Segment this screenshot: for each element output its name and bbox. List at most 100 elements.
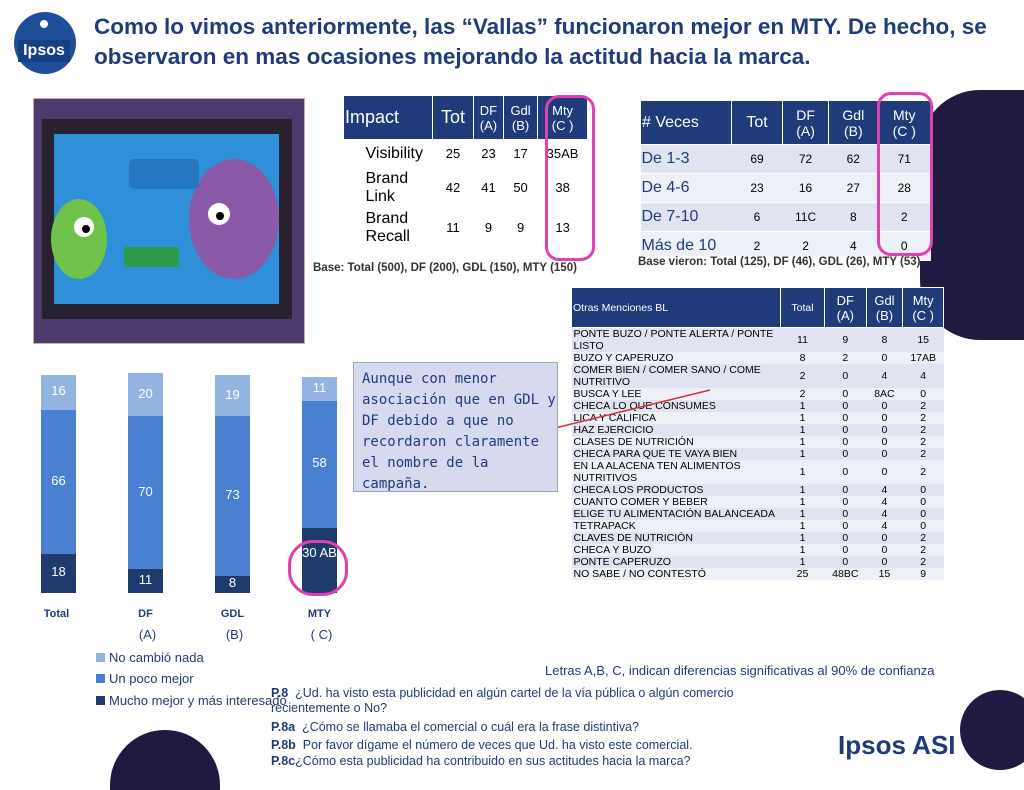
otras-cell: 1 (799, 532, 806, 544)
billboard-photo (33, 98, 305, 344)
x-axis-label: Total (43, 608, 70, 620)
deco-circle-bottom-right (960, 690, 1024, 770)
page-title: Como lo vimos anteriormente, las “Vallas… (94, 14, 987, 69)
bar-segment (215, 416, 250, 576)
logo-text: Ipsos (18, 40, 70, 62)
bar-value-label: 73 (225, 486, 240, 502)
otras-cell: 0 (881, 544, 888, 556)
otras-row-label: EN LA ALACENA TEN ALIMENTOS NUTRITIVOS (573, 460, 741, 484)
otras-cell: 4 (881, 370, 888, 382)
otras-row-label: PONTE BUZO / PONTE ALERTA / PONTE LISTO (573, 328, 774, 352)
otras-row: PONTE BUZO / PONTE ALERTA / PONTE LISTO 1… (571, 327, 944, 352)
veces-cell: 11C (782, 202, 829, 232)
impact-cell: 17 (513, 146, 528, 162)
veces-cell: 23 (731, 173, 783, 203)
otras-row-label: CUANTO COMER Y BEBER (573, 496, 708, 508)
veces-row-label: De 4-6 (640, 173, 732, 203)
otras-menciones-table: Otras Menciones BL Total DF (A) Gdl (B) … (571, 287, 944, 580)
impact-cell: 23 (481, 146, 496, 162)
otras-cell: 8 (881, 334, 888, 346)
otras-cell: 2 (920, 412, 927, 424)
otras-cell: 0 (842, 496, 849, 508)
otras-row-label: CHECA LOS PRODUCTOS (573, 484, 704, 496)
otras-cell: 2 (920, 544, 927, 556)
question-p8b: P.8b Por favor dígame el número de veces… (271, 738, 693, 752)
veces-cell: 28 (878, 173, 931, 203)
impact-cell: 35AB (546, 146, 579, 162)
otras-cell: 1 (799, 412, 806, 424)
legend-label-mucho-mejor: Mucho mejor y más interesado (109, 693, 287, 708)
otras-cell: 2 (842, 352, 849, 364)
otras-cell: 0 (842, 400, 849, 412)
bar-segment (302, 401, 337, 528)
veces-header-mty: Mty (C ) (877, 100, 932, 145)
otras-cell: 4 (881, 496, 888, 508)
impact-header-df: DF (A) (473, 95, 504, 140)
veces-header-tot: Tot (731, 100, 783, 145)
otras-row-label: BUSCA Y LEE (573, 388, 642, 400)
callout-note: Aunque con menor asociación que en GDL y… (353, 362, 558, 492)
otras-header-label: Otras Menciones BL (571, 287, 781, 328)
otras-cell: 0 (881, 532, 888, 544)
otras-row-label: CLASES DE NUTRICIÓN (573, 436, 694, 448)
impact-row-label: Brand Link (365, 169, 409, 205)
impact-cell: 11 (446, 220, 460, 235)
otras-cell: 17AB (910, 352, 936, 364)
veces-row-label: De 7-10 (640, 202, 732, 232)
bar-value-label: 8 (228, 575, 237, 591)
legend-swatch-mucho-mejor (96, 696, 105, 705)
otras-cell: 1 (799, 484, 806, 496)
otras-cell: 2 (920, 424, 927, 436)
callout-pointer-line (555, 389, 711, 429)
otras-row-label: CLAVES DE NUTRICIÓN (573, 532, 693, 544)
veces-row-label: De 1-3 (640, 144, 732, 174)
otras-row: BUSCA Y LEE 2 0 8AC 0 (571, 388, 944, 400)
bar-value-label: 58 (312, 455, 327, 471)
otras-cell: 0 (881, 352, 888, 364)
otras-cell: 9 (842, 334, 849, 346)
otras-cell: 2 (920, 556, 927, 568)
bar-value-label: 66 (51, 472, 66, 488)
impact-header-tot: Tot (432, 95, 474, 140)
otras-row-label: ELIGE TU ALIMENTACIÓN BALANCEADA (573, 508, 776, 520)
otras-cell: 1 (799, 508, 806, 520)
otras-row-label: COMER BIEN / COMER SANO / COME NUTRITIVO (573, 364, 761, 388)
question-p8c: P.8c¿Cómo esta publicidad ha contribuido… (271, 754, 690, 768)
question-code: P.8c (271, 754, 296, 768)
otras-cell: 2 (920, 532, 927, 544)
otras-row: EN LA ALACENA TEN ALIMENTOS NUTRITIVOS 1 0… (571, 460, 944, 484)
bar-segment (215, 575, 250, 593)
otras-cell: 0 (842, 556, 849, 568)
legend-swatch-un-poco (96, 674, 105, 683)
veces-header-gdl: Gdl (B) (828, 100, 879, 145)
otras-cell: 0 (881, 556, 888, 568)
veces-cell: 8 (828, 202, 879, 232)
question-p8: P.8 ¿Ud. ha visto esta publicidad en alg… (271, 686, 771, 716)
otras-cell: 0 (842, 370, 849, 382)
bar-value-label: 11 (138, 572, 153, 587)
question-text: ¿Ud. ha visto esta publicidad en algún c… (271, 686, 734, 715)
otras-cell: 0 (842, 520, 849, 532)
question-p8a: P.8a ¿Cómo se llamaba el comercial o cuá… (271, 720, 639, 734)
otras-body: PONTE BUZO / PONTE ALERTA / PONTE LISTO 1… (571, 327, 944, 580)
otras-row-label: LICA Y CALIFICA (573, 412, 656, 424)
otras-row: CHECA PARA QUE TE VAYA BIEN 1 0 0 2 (571, 448, 944, 460)
otras-header-mty: Mty (C ) (902, 287, 944, 328)
otras-row: CLAVES DE NUTRICIÓN 1 0 0 2 (571, 532, 944, 544)
otras-row: CHECA Y BUZO 1 0 0 2 (571, 544, 944, 556)
question-text: ¿Cómo esta publicidad ha contribuido en … (295, 754, 691, 768)
otras-row: PONTE CAPERUZO 1 0 0 2 (571, 556, 944, 568)
legend-label-un-poco: Un poco mejor (109, 671, 194, 686)
x-axis-sublabel: (B) (225, 627, 244, 642)
legend-swatch-no-cambio (96, 653, 105, 662)
veces-mty-highlight (877, 92, 933, 256)
otras-cell: 0 (881, 400, 888, 412)
otras-cell: 0 (842, 532, 849, 544)
otras-cell: 15 (917, 334, 929, 346)
veces-cell: 69 (731, 144, 783, 174)
bar-value-label: 19 (225, 386, 240, 402)
bar-value-label: 18 (51, 564, 66, 580)
significance-note: Letras A,B, C, indican diferencias signi… (545, 663, 935, 678)
otras-cell: 2 (799, 388, 806, 400)
impact-cell: 25 (445, 146, 461, 162)
